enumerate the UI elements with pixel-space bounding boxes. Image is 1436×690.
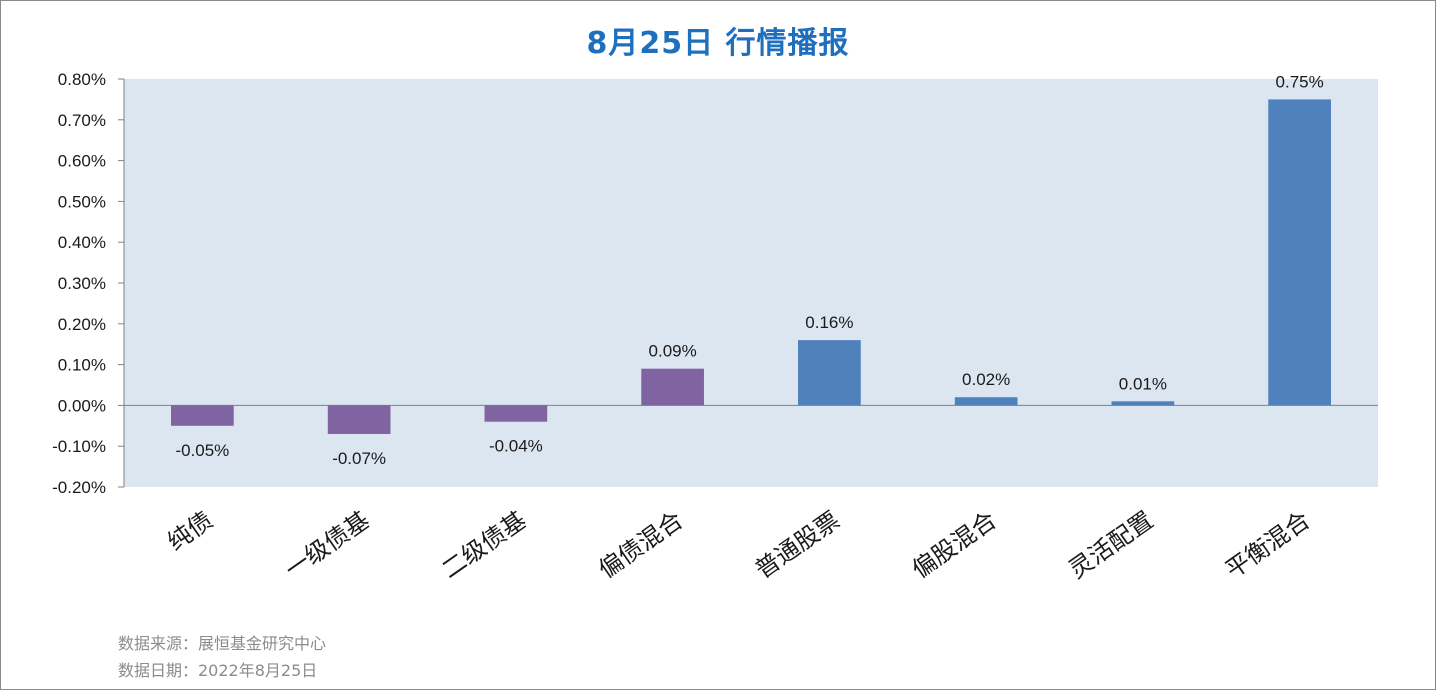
chart-title: 8月25日 行情播报 — [586, 26, 850, 61]
y-tick-label: -0.20% — [52, 478, 106, 497]
y-tick-label: 0.80% — [58, 70, 106, 89]
bar-4 — [641, 368, 704, 406]
category-label: 普通股票 — [750, 506, 845, 584]
data-label: -0.04% — [489, 437, 543, 456]
data-label: -0.07% — [332, 449, 386, 468]
bar-8 — [1268, 99, 1331, 406]
data-date-note: 数据日期：2022年8月25日 — [118, 661, 318, 680]
data-label: 0.09% — [649, 342, 697, 361]
data-label: 0.01% — [1119, 374, 1167, 393]
bar-5 — [798, 340, 861, 406]
category-label: 灵活配置 — [1064, 506, 1159, 584]
category-label: 偏债混合 — [593, 506, 688, 584]
bar-2 — [327, 405, 391, 434]
y-tick-label: 0.40% — [58, 233, 106, 252]
category-label: 一级债基 — [280, 506, 375, 584]
category-label: 纯债 — [162, 506, 217, 556]
category-label: 二级债基 — [437, 506, 532, 584]
data-label: 0.16% — [805, 313, 853, 332]
y-tick-label: 0.10% — [58, 356, 106, 375]
y-tick-label: 0.00% — [58, 396, 106, 415]
y-tick-label: 0.50% — [58, 192, 106, 211]
category-label: 偏股混合 — [907, 506, 1002, 584]
y-tick-label: -0.10% — [52, 437, 106, 456]
bar-7 — [1111, 401, 1175, 406]
y-tick-label: 0.60% — [58, 152, 106, 171]
bar-1 — [171, 405, 234, 426]
bar-6 — [954, 397, 1018, 406]
plot-area — [124, 79, 1378, 487]
data-source-note: 数据来源：展恒基金研究中心 — [118, 634, 327, 653]
data-label: 0.02% — [962, 370, 1010, 389]
bar-3 — [484, 405, 548, 422]
data-label: 0.75% — [1276, 72, 1324, 91]
y-tick-label: 0.70% — [58, 111, 106, 130]
data-label: -0.05% — [175, 441, 229, 460]
y-tick-label: 0.30% — [58, 274, 106, 293]
y-tick-label: 0.20% — [58, 315, 106, 334]
category-label: 平衡混合 — [1220, 506, 1315, 584]
